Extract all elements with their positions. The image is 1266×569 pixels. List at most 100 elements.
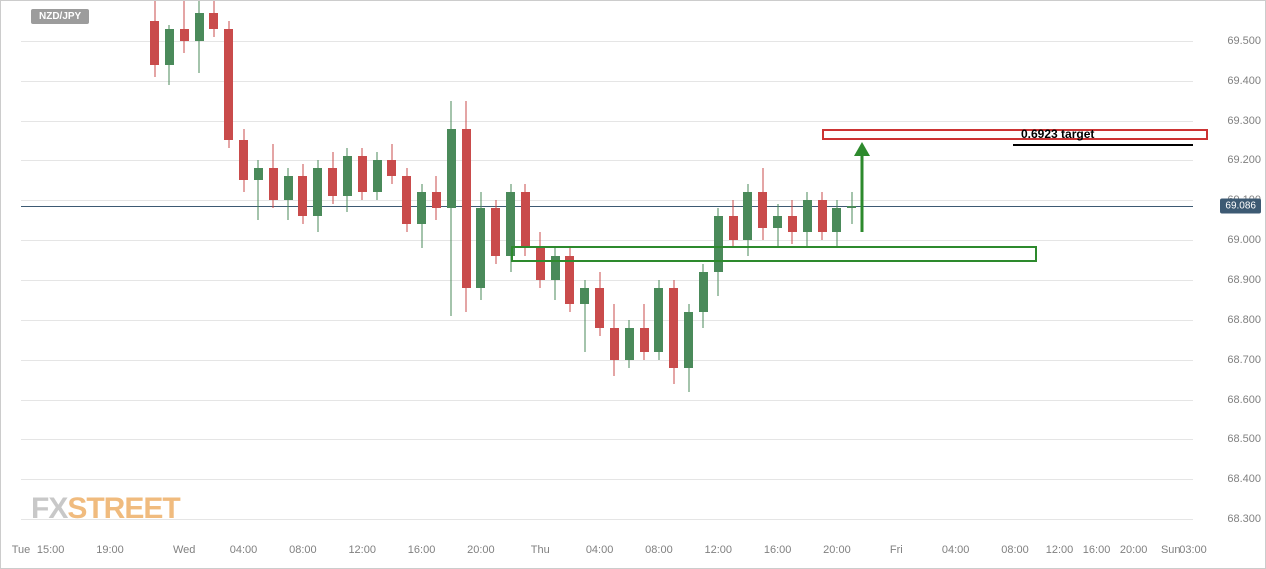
x-tick-label: 04:00 xyxy=(942,544,970,556)
candle[interactable] xyxy=(269,144,278,208)
target-annotation: 0.6923 target xyxy=(1021,127,1094,141)
gridline-h xyxy=(21,240,1193,241)
candle[interactable] xyxy=(209,1,218,37)
x-tick-label: 08:00 xyxy=(645,544,673,556)
y-tick-label: 69.300 xyxy=(1227,115,1261,127)
gridline-h xyxy=(21,121,1193,122)
x-tick-label: 16:00 xyxy=(408,544,436,556)
candle[interactable] xyxy=(358,148,367,200)
x-tick-label: 03:00 xyxy=(1179,544,1207,556)
x-tick-label: 08:00 xyxy=(1001,544,1029,556)
x-tick-label: 16:00 xyxy=(1083,544,1111,556)
x-tick-label: 12:00 xyxy=(348,544,376,556)
candle[interactable] xyxy=(684,304,693,392)
x-tick-label: Sun xyxy=(1161,544,1181,556)
x-axis: Tue15:0019:00Wed04:0008:0012:0016:0020:0… xyxy=(21,538,1193,566)
candle[interactable] xyxy=(625,320,634,368)
candle[interactable] xyxy=(328,152,337,204)
candle[interactable] xyxy=(180,1,189,53)
watermark-street: STREET xyxy=(67,492,179,525)
x-tick-label: 04:00 xyxy=(230,544,258,556)
candle[interactable] xyxy=(491,200,500,264)
x-tick-label: 20:00 xyxy=(823,544,851,556)
candle[interactable] xyxy=(729,200,738,248)
candle[interactable] xyxy=(803,192,812,248)
x-tick-label: Tue xyxy=(12,544,31,556)
candle[interactable] xyxy=(165,25,174,85)
x-tick-label: 12:00 xyxy=(1046,544,1074,556)
x-tick-label: 16:00 xyxy=(764,544,792,556)
candle[interactable] xyxy=(610,304,619,376)
candle[interactable] xyxy=(239,129,248,193)
gridline-h xyxy=(21,519,1193,520)
candle[interactable] xyxy=(343,148,352,212)
gridline-h xyxy=(21,320,1193,321)
x-tick-label: 20:00 xyxy=(467,544,495,556)
candle[interactable] xyxy=(654,280,663,360)
candle[interactable] xyxy=(224,21,233,149)
gridline-h xyxy=(21,479,1193,480)
x-tick-label: Wed xyxy=(173,544,195,556)
y-tick-label: 69.400 xyxy=(1227,75,1261,87)
candle[interactable] xyxy=(832,200,841,248)
resistance-zone[interactable] xyxy=(822,129,1208,141)
candle[interactable] xyxy=(758,168,767,240)
gridline-h xyxy=(21,81,1193,82)
gridline-h xyxy=(21,360,1193,361)
candle[interactable] xyxy=(150,1,159,77)
candle[interactable] xyxy=(298,164,307,224)
gridline-h xyxy=(21,280,1193,281)
gridline-h xyxy=(21,160,1193,161)
gridline-h xyxy=(21,200,1193,201)
x-tick-label: 15:00 xyxy=(37,544,65,556)
candle[interactable] xyxy=(373,152,382,200)
y-tick-label: 68.400 xyxy=(1227,473,1261,485)
candle[interactable] xyxy=(462,101,471,312)
y-tick-label: 68.900 xyxy=(1227,274,1261,286)
y-axis: 68.30068.40068.50068.60068.70068.80068.9… xyxy=(1201,1,1261,539)
candle[interactable] xyxy=(595,272,604,336)
candle[interactable] xyxy=(669,280,678,384)
candle[interactable] xyxy=(447,101,456,316)
watermark-logo: FXSTREET xyxy=(31,492,180,526)
x-tick-label: Thu xyxy=(531,544,550,556)
candle[interactable] xyxy=(580,280,589,352)
y-tick-label: 68.500 xyxy=(1227,433,1261,445)
current-price-line xyxy=(21,206,1193,207)
plot-area[interactable]: 0.6923 target xyxy=(21,1,1193,539)
y-tick-label: 69.500 xyxy=(1227,35,1261,47)
candle[interactable] xyxy=(818,192,827,240)
watermark-fx: FX xyxy=(31,492,67,525)
symbol-badge[interactable]: NZD/JPY xyxy=(31,9,89,24)
x-tick-label: 12:00 xyxy=(705,544,733,556)
y-tick-label: 69.000 xyxy=(1227,234,1261,246)
candle[interactable] xyxy=(195,1,204,73)
candle[interactable] xyxy=(432,176,441,220)
y-tick-label: 68.800 xyxy=(1227,314,1261,326)
candle[interactable] xyxy=(476,192,485,300)
candle[interactable] xyxy=(402,168,411,232)
y-tick-label: 68.300 xyxy=(1227,513,1261,525)
gridline-h xyxy=(21,439,1193,440)
candle[interactable] xyxy=(699,264,708,328)
x-tick-label: 20:00 xyxy=(1120,544,1148,556)
target-line xyxy=(1013,144,1193,146)
candle[interactable] xyxy=(773,204,782,248)
gridline-h xyxy=(21,400,1193,401)
y-tick-label: 69.200 xyxy=(1227,154,1261,166)
chart-container[interactable]: 0.6923 target 68.30068.40068.50068.60068… xyxy=(0,0,1266,569)
candle[interactable] xyxy=(788,200,797,244)
candle[interactable] xyxy=(254,160,263,220)
target-arrow[interactable] xyxy=(853,142,871,232)
y-tick-label: 68.700 xyxy=(1227,354,1261,366)
x-tick-label: 19:00 xyxy=(96,544,124,556)
x-tick-label: 08:00 xyxy=(289,544,317,556)
x-tick-label: 04:00 xyxy=(586,544,614,556)
x-tick-label: Fri xyxy=(890,544,903,556)
candle[interactable] xyxy=(284,168,293,220)
candle[interactable] xyxy=(313,160,322,232)
candle[interactable] xyxy=(387,144,396,184)
candle[interactable] xyxy=(640,304,649,360)
support-zone[interactable] xyxy=(511,246,1038,262)
candle[interactable] xyxy=(417,184,426,248)
